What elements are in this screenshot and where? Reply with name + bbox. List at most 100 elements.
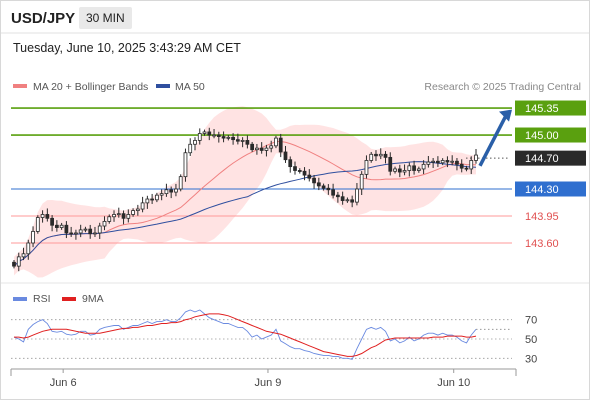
level-labels: 145.35 145.00 144.70 144.30 143.95 143.60 — [515, 100, 586, 250]
legend-label-ma50: MA 50 — [175, 81, 205, 93]
rsi-legend: RSI 9MA — [13, 293, 104, 305]
candle-body — [135, 208, 140, 211]
candle-body — [126, 214, 131, 219]
candle-body — [250, 143, 255, 151]
candle-body — [364, 160, 369, 175]
candle-body — [54, 224, 59, 228]
candle-body — [369, 153, 374, 161]
symbol-title: USD/JPY — [11, 10, 76, 27]
candle-body — [274, 137, 278, 147]
candle-body — [464, 167, 469, 170]
candle-body — [283, 151, 288, 161]
candle-body — [469, 160, 474, 170]
candle-body — [335, 194, 340, 198]
candle-body — [131, 210, 135, 215]
level-label-1: 145.00 — [525, 130, 559, 142]
candle-body — [155, 194, 159, 201]
candle-body — [445, 160, 450, 163]
candle-body — [374, 153, 378, 157]
candle-body — [216, 134, 221, 137]
candle-body — [145, 198, 150, 204]
candle-body — [459, 163, 464, 169]
candle-body — [174, 188, 178, 193]
x-tick-label: Jun 9 — [254, 377, 281, 389]
candle-body — [116, 213, 121, 216]
candle-body — [31, 231, 35, 244]
candle-body — [407, 165, 412, 171]
candle-body — [269, 145, 274, 149]
candle-body — [288, 159, 293, 168]
level-label-5: 143.60 — [525, 238, 559, 250]
level-box-1 — [515, 127, 586, 143]
candle-body — [207, 131, 212, 136]
legend-label-9ma: 9MA — [82, 293, 104, 305]
candle-body — [340, 196, 345, 201]
candle-body — [12, 261, 16, 267]
candle-body — [359, 173, 364, 190]
candle-body — [331, 189, 335, 196]
candle-body — [159, 193, 164, 196]
level-label-4: 143.95 — [525, 211, 559, 223]
candle-body — [474, 154, 478, 161]
candle-body — [112, 214, 116, 218]
timeframe-badge[interactable]: 30 MIN — [79, 7, 132, 29]
price-levels — [11, 107, 512, 244]
rsi-tick-label: 50 — [525, 334, 537, 346]
candle-body — [231, 136, 235, 141]
candle-body — [326, 187, 331, 191]
candle-body — [426, 161, 431, 165]
candle-body — [226, 136, 231, 139]
rsi-lines — [13, 309, 510, 360]
candle-body — [197, 133, 202, 141]
candle-body — [64, 224, 69, 234]
candle-body — [93, 232, 97, 235]
legend-swatch-ma20 — [13, 84, 27, 88]
legend-swatch-rsi — [13, 297, 27, 301]
candle-body — [50, 217, 54, 226]
candle-body — [450, 160, 455, 163]
candle-body — [378, 153, 383, 157]
candle-body — [431, 160, 436, 163]
candle-body — [455, 160, 459, 165]
candle-body — [169, 189, 174, 193]
legend-label-rsi: RSI — [33, 293, 51, 305]
candle-body — [350, 199, 355, 203]
candle-body — [40, 214, 45, 218]
candle-body — [69, 232, 74, 235]
candle-body — [264, 147, 269, 151]
candle-body — [255, 147, 259, 151]
candle-body — [97, 225, 102, 234]
level-label-3: 144.30 — [525, 184, 559, 196]
x-tick-label: Jun 6 — [50, 377, 77, 389]
level-label-2: 144.70 — [525, 153, 559, 165]
candle-body — [355, 188, 359, 203]
candle-body — [240, 140, 245, 142]
chart-header: USD/JPY 30 MIN — [0, 0, 588, 36]
candle-body — [193, 140, 197, 145]
candle-body — [345, 199, 350, 202]
legend-label-ma20: MA 20 + Bollinger Bands — [33, 81, 148, 93]
candle-body — [440, 160, 445, 164]
level-box-2 — [515, 150, 586, 166]
legend-swatch-ma50 — [156, 84, 170, 88]
candle-body — [393, 168, 397, 172]
legend-swatch-9ma — [62, 297, 76, 301]
candle-body — [183, 152, 188, 178]
candle-body — [383, 153, 388, 158]
chart-datetime: Tuesday, June 10, 2025 3:43:29 AM CET — [13, 41, 241, 55]
candle-body — [421, 163, 426, 170]
candle-body — [16, 256, 21, 267]
rsi-tick-label: 30 — [525, 353, 537, 365]
bollinger-bands — [14, 106, 476, 278]
candle-body — [150, 198, 155, 201]
forecast-arrow — [478, 109, 512, 167]
candle-body — [416, 168, 421, 171]
level-box-0 — [515, 100, 586, 116]
candle-body — [297, 170, 302, 172]
candle-body — [412, 165, 416, 171]
candle-body — [245, 140, 250, 145]
candle-body — [388, 156, 393, 172]
candle-body — [402, 170, 407, 173]
candlesticks — [12, 127, 478, 272]
